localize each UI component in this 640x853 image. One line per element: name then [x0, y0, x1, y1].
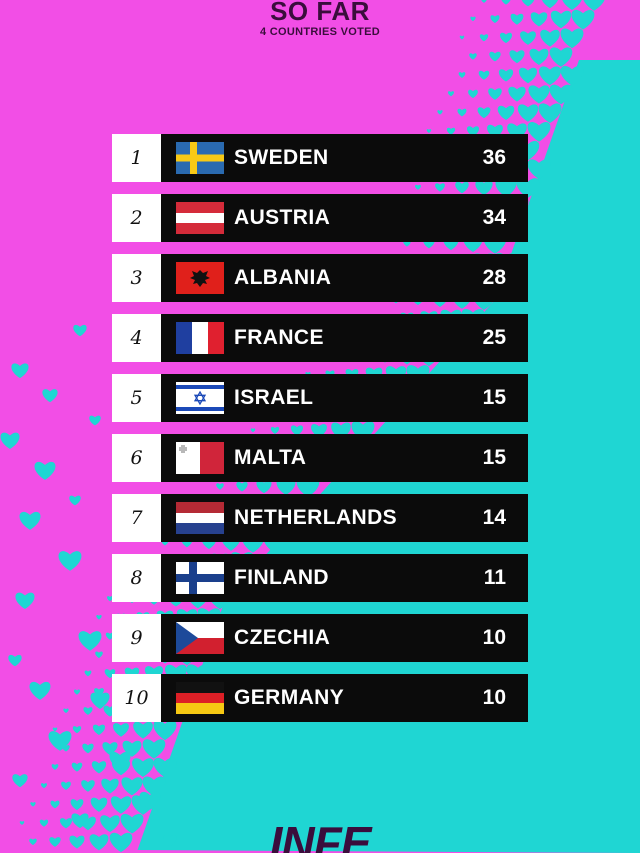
country-bar: MALTA 15 [161, 434, 528, 482]
country-bar: SWEDEN 36 [161, 134, 528, 182]
points-value: 15 [482, 386, 506, 409]
rank-number: 7 [112, 494, 161, 542]
rank-number: 1 [112, 134, 161, 182]
scoreboard-row: 2 AUSTRIA 34 [112, 194, 528, 242]
rank-number: 3 [112, 254, 161, 302]
rank-number: 5 [112, 374, 161, 422]
points-value: 15 [482, 446, 506, 469]
country-bar: FRANCE 25 [161, 314, 528, 362]
country-name: FINLAND [234, 566, 329, 589]
country-bar: ALBANIA 28 [161, 254, 528, 302]
points-value: 28 [482, 266, 506, 289]
country-bar: CZECHIA 10 [161, 614, 528, 662]
country-name: FRANCE [234, 326, 324, 349]
country-name: CZECHIA [234, 626, 331, 649]
rank-number: 6 [112, 434, 161, 482]
israel-flag-icon [176, 382, 224, 414]
scoreboard-row: 7 NETHERLANDS 14 [112, 494, 528, 542]
country-bar: NETHERLANDS 14 [161, 494, 528, 542]
country-name: AUSTRIA [234, 206, 331, 229]
countries-voted-subtitle: 4 COUNTRIES VOTED [259, 26, 380, 38]
netherlands-flag-icon [176, 502, 224, 534]
points-value: 36 [482, 146, 506, 169]
rank-number: 2 [112, 194, 161, 242]
scoreboard-row: 4 FRANCE 25 [112, 314, 528, 362]
scoreboard-row: 6 MALTA 15 [112, 434, 528, 482]
finland-flag-icon [176, 562, 224, 594]
france-flag-icon [176, 322, 224, 354]
country-bar: AUSTRIA 34 [161, 194, 528, 242]
points-value: 34 [482, 206, 506, 229]
rank-number: 8 [112, 554, 161, 602]
scoreboard-row: 5 ISRAEL 15 [112, 374, 528, 422]
points-value: 14 [482, 506, 506, 529]
czechia-flag-icon [176, 622, 224, 654]
austria-flag-icon [176, 202, 224, 234]
country-name: MALTA [234, 446, 307, 469]
scoreboard-row: 1 SWEDEN 36 [112, 134, 528, 182]
country-name: ISRAEL [234, 386, 314, 409]
country-name: GERMANY [234, 686, 345, 709]
country-bar: ISRAEL 15 [161, 374, 528, 422]
infe-logo: INFE [269, 817, 372, 853]
country-name: SWEDEN [234, 146, 329, 169]
germany-flag-icon [176, 682, 224, 714]
country-bar: FINLAND 11 [161, 554, 528, 602]
country-bar: GERMANY 10 [161, 674, 528, 722]
scoreboard-row: 10 GERMANY 10 [112, 674, 528, 722]
country-name: NETHERLANDS [234, 506, 398, 529]
rank-number: 9 [112, 614, 161, 662]
country-name: ALBANIA [234, 266, 332, 289]
scoreboard-row: 3 ALBANIA 28 [112, 254, 528, 302]
page-title: SO FAR [270, 0, 370, 26]
points-value: 11 [483, 566, 506, 589]
rank-number: 4 [112, 314, 161, 362]
points-value: 10 [482, 626, 506, 649]
points-value: 25 [482, 326, 506, 349]
rank-number: 10 [112, 674, 161, 722]
malta-flag-icon [176, 442, 224, 474]
sweden-flag-icon [176, 142, 224, 174]
points-value: 10 [482, 686, 506, 709]
albania-flag-icon [176, 262, 224, 294]
scoreboard-row: 8 FINLAND 11 [112, 554, 528, 602]
scoreboard-row: 9 CZECHIA 10 [112, 614, 528, 662]
